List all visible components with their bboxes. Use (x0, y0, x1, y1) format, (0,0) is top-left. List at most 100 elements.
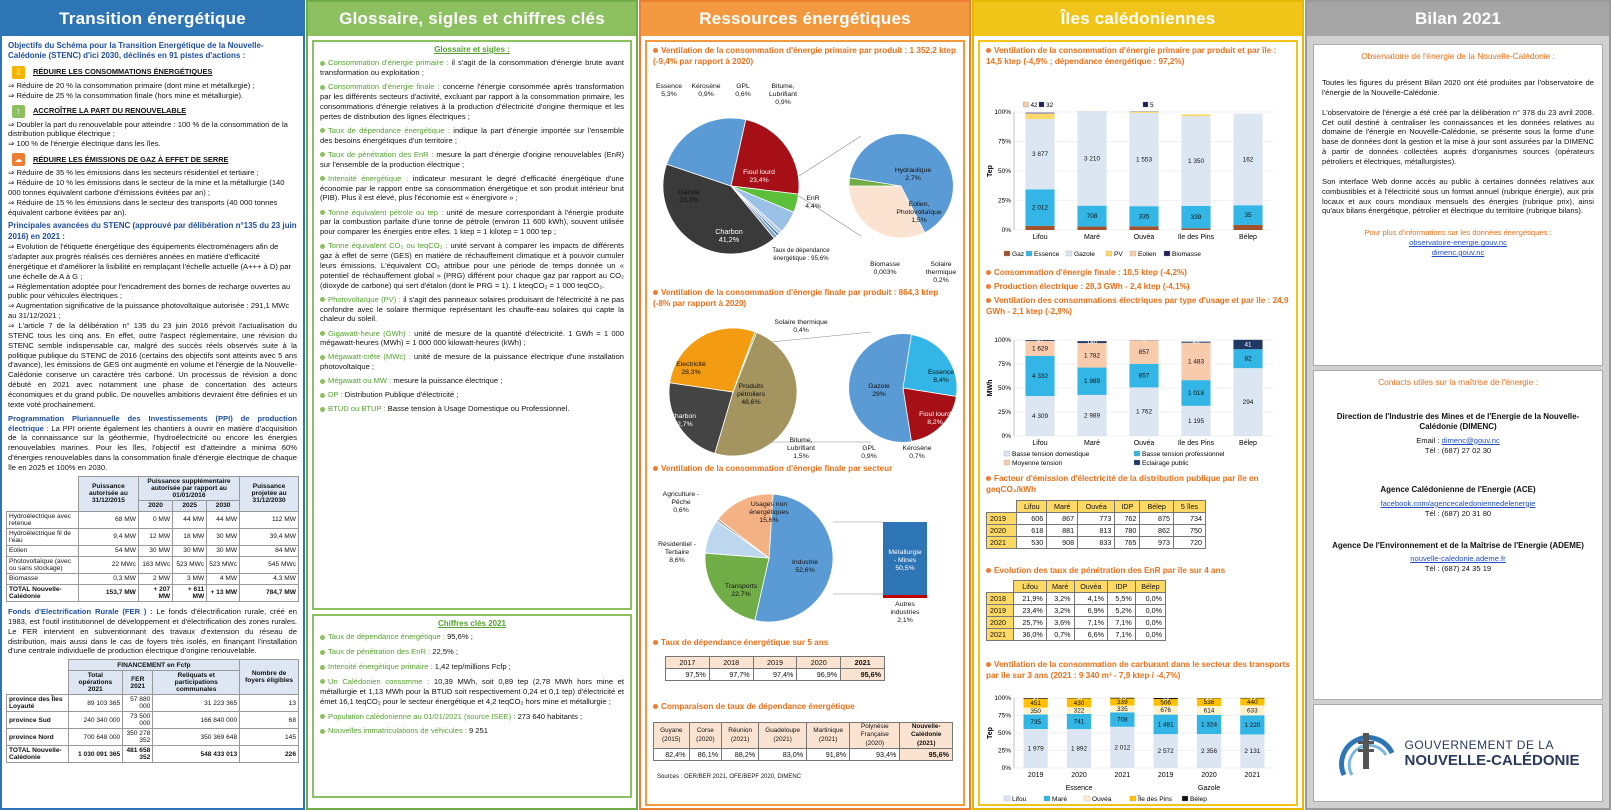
data-label: 3 210 (1084, 155, 1100, 162)
x-group-label: Gazole (1198, 785, 1220, 792)
table-row: province Sud 240 340 000 73 500 000 166 840… (6, 711, 299, 730)
bar-segment (1023, 698, 1048, 708)
th: FER 2021 (122, 670, 154, 696)
glossary-item: BTUD ou BTUP : Basse tension à Usage Dom… (320, 404, 624, 414)
table-row: Hydroélectrique avec retenue 68 MW 0 MW 44 … (6, 510, 299, 529)
pie-slice-bitume-lubrifiant (730, 185, 778, 239)
data-label: 82 (1244, 356, 1252, 363)
table-cell: + 611 MW (172, 583, 208, 602)
term: Gigawatt-heure (GWh) : (328, 328, 411, 338)
data-label: 294 (1243, 399, 1254, 406)
table-cell: 0,0% (1134, 592, 1167, 605)
email-link[interactable]: dimenc@gouv.nc (1441, 435, 1500, 445)
legend-swatch (1003, 450, 1011, 457)
glossary-item: Intensité énergétique : indicateur mesur… (320, 174, 624, 204)
pie-label: industries (890, 609, 920, 616)
legend-swatch (1025, 250, 1033, 257)
bar-segment (1233, 205, 1263, 225)
pie-label: Pêche (671, 499, 690, 506)
bar-segment (1025, 396, 1055, 436)
table-cell: Hydroélectrique avec retenue (6, 510, 79, 529)
definition: unité servant à comparer les impacts de … (320, 241, 624, 290)
table-row: province des Îles Loyauté 89 103 365 57 88… (6, 694, 299, 713)
pie-label: Bitume, (771, 83, 794, 90)
bar-segment (1153, 714, 1178, 735)
section-head-emissions: Réduire les émissions de gaz à effet de … (33, 154, 229, 164)
pie-label: Taux de dépendance (772, 247, 830, 254)
legend-swatch (1038, 101, 1045, 108)
bar-segment (1066, 707, 1092, 714)
bullet-icon (986, 48, 991, 54)
legend-swatch (1023, 101, 1029, 108)
table-cell: 0,0% (1134, 616, 1167, 629)
table-cell: 3,2% (1045, 604, 1075, 617)
sources-note: Sources : OER/BER 2021, OFE/BEPF 2020, D… (657, 774, 802, 780)
data-label: 162 (1243, 156, 1254, 163)
data-label: 335 (1139, 213, 1150, 220)
renewable-icon: ↑ (12, 104, 25, 118)
bar-segment (1129, 112, 1159, 207)
pie-label: 0,9% (698, 91, 714, 98)
bullet-icon (986, 662, 991, 668)
pie-label: 28,3% (681, 369, 700, 376)
data-label: 708 (1117, 717, 1128, 724)
y-tick-label: 50% (998, 168, 1011, 175)
table-cell: 350 369 648 (152, 728, 241, 747)
bar-autres-industries (883, 595, 927, 598)
data-label: 1 481 (1158, 721, 1174, 728)
table-cell: 73 500 000 (122, 711, 154, 730)
pie-label: Lubrifiant (769, 91, 797, 98)
legend-swatch (1105, 250, 1113, 257)
bar-segment (1077, 110, 1107, 206)
pie-label: Agriculture - (663, 491, 700, 498)
bar-segment (1025, 119, 1055, 190)
term: Nouvelles immatriculations de véhicules … (328, 726, 467, 736)
pie-slice-electricit- (669, 327, 756, 393)
table-cell: 93,4% (849, 748, 901, 761)
table-cell: Eolien (6, 544, 79, 557)
legend-label: Biomasse (1172, 251, 1201, 258)
table-cell: 30 MW (172, 544, 208, 557)
column-bilan: Bilan 2021 Observatoire de l'énergie de … (1305, 0, 1611, 810)
data-label: 676 (1160, 707, 1171, 714)
x-tick-label: Maré (1084, 234, 1100, 241)
bar-segment (1233, 349, 1263, 369)
column-title: Bilan 2021 (1307, 2, 1609, 36)
table-cell: 773 (1077, 512, 1116, 525)
table-cell: 481 658 352 (122, 745, 154, 764)
bar-segment (1153, 699, 1178, 706)
column-title: Transition énergétique (2, 2, 303, 36)
ademe-link[interactable]: nouvelle-caledonie.ademe.fr (1410, 553, 1506, 563)
table-head: Ouvéa (1073, 580, 1109, 593)
bullet-icon (320, 728, 325, 734)
legend-label: Ouvéa (1092, 796, 1112, 803)
facebook-link[interactable]: facebook.com/agencecaledoniennedelenergi… (1380, 498, 1536, 508)
table-row: Biomasse 0,3 MW 2 MW 3 MW 4 MW 4,3 MW (6, 572, 299, 585)
table-cell: 153,7 MW (77, 583, 139, 602)
th: Nombre de foyers éligibles (239, 659, 299, 696)
data-label: 2 012 (1032, 205, 1048, 212)
glossary-item: Un Calédonien consomme : 10,39 MWh, soit… (320, 677, 624, 707)
table-cell: 6,6% (1073, 628, 1109, 641)
fer-text: Le fonds d'électrification rurale, créé … (8, 606, 297, 656)
column-title: Îles calédoniennes (974, 2, 1302, 36)
section-head-consumption: Réduire les consommations énergétiques (33, 67, 213, 77)
glossary-item: Tonne équivalent pétrole ou tep : unité … (320, 208, 624, 238)
bar-segment (1240, 705, 1265, 716)
table-row: 2019 606 867 773 762 875 734 (985, 512, 1207, 525)
x-tick-label: Ouvéa (1134, 440, 1155, 447)
link-dimenc[interactable]: dimenc.gouv.nc (1431, 247, 1485, 257)
pie-label: Kérosène (902, 445, 931, 452)
pie-label: 23,3% (679, 197, 698, 204)
pie-label: 48,6% (741, 399, 760, 406)
table-cell: 606 (1016, 512, 1048, 525)
link-observatoire[interactable]: observatoire-energie.gouv.nc (1409, 238, 1507, 248)
x-tick-label: Ile des Pins (1178, 234, 1215, 241)
y-axis-label: Tep (987, 727, 994, 739)
legend-swatch (1003, 250, 1011, 257)
table-cell: 862 (1139, 524, 1174, 537)
data-label: 2 572 (1158, 748, 1174, 755)
y-tick-label: 100% (994, 109, 1011, 116)
th: 2025 (172, 499, 208, 512)
